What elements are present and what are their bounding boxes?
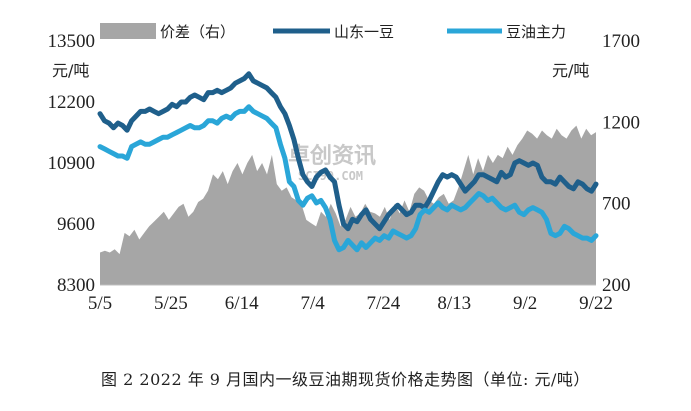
- right-axis-ticks: 200 700 1200 1700: [602, 31, 640, 296]
- legend: 价差（右） 山东一豆 豆油主力: [100, 23, 566, 41]
- left-axis-unit: 元/吨: [52, 61, 89, 80]
- right-tick-label: 1700: [602, 31, 640, 52]
- left-tick-label: 12200: [48, 92, 96, 113]
- legend-label-spot: 山东一豆: [334, 23, 394, 41]
- legend-label-futures: 豆油主力: [506, 23, 566, 41]
- figure-caption: 图 2 2022 年 9 月国内一级豆油期现货价格走势图（单位: 元/吨）: [101, 370, 590, 389]
- spot-price-line: [97, 71, 599, 232]
- right-axis-unit: 元/吨: [552, 61, 589, 80]
- left-tick-label: 10900: [48, 153, 96, 174]
- legend-label-spread: 价差（右）: [160, 23, 235, 41]
- left-tick-label: 9600: [57, 214, 95, 235]
- x-tick-label: 6/14: [225, 293, 259, 314]
- spread-area: [100, 125, 596, 285]
- x-tick-label: 9/22: [579, 293, 613, 314]
- watermark: 卓创资讯 SCI99.COM: [288, 144, 376, 183]
- right-tick-label: 1200: [602, 112, 640, 133]
- x-tick-label: 9/2: [513, 293, 537, 314]
- spread-area-layer: [100, 125, 596, 285]
- x-tick-label: 8/13: [437, 293, 471, 314]
- x-tick-label: 5/5: [88, 293, 112, 314]
- left-axis-ticks: 8300 9600 10900 12200 13500: [48, 31, 96, 296]
- right-tick-label: 700: [602, 194, 631, 215]
- left-tick-label: 13500: [48, 31, 96, 52]
- x-axis-ticks: 5/5 5/25 6/14 7/4 7/24 8/13 9/2 9/22: [88, 293, 613, 314]
- left-tick-label: 8300: [57, 275, 95, 296]
- x-tick-label: 5/25: [154, 293, 188, 314]
- futures-price-line: [97, 104, 599, 253]
- x-tick-label: 7/24: [367, 293, 401, 314]
- x-tick-label: 7/4: [300, 293, 325, 314]
- series-lines-layer: [97, 71, 599, 253]
- right-tick-label: 200: [602, 275, 631, 296]
- legend-swatch-spread: [100, 23, 156, 39]
